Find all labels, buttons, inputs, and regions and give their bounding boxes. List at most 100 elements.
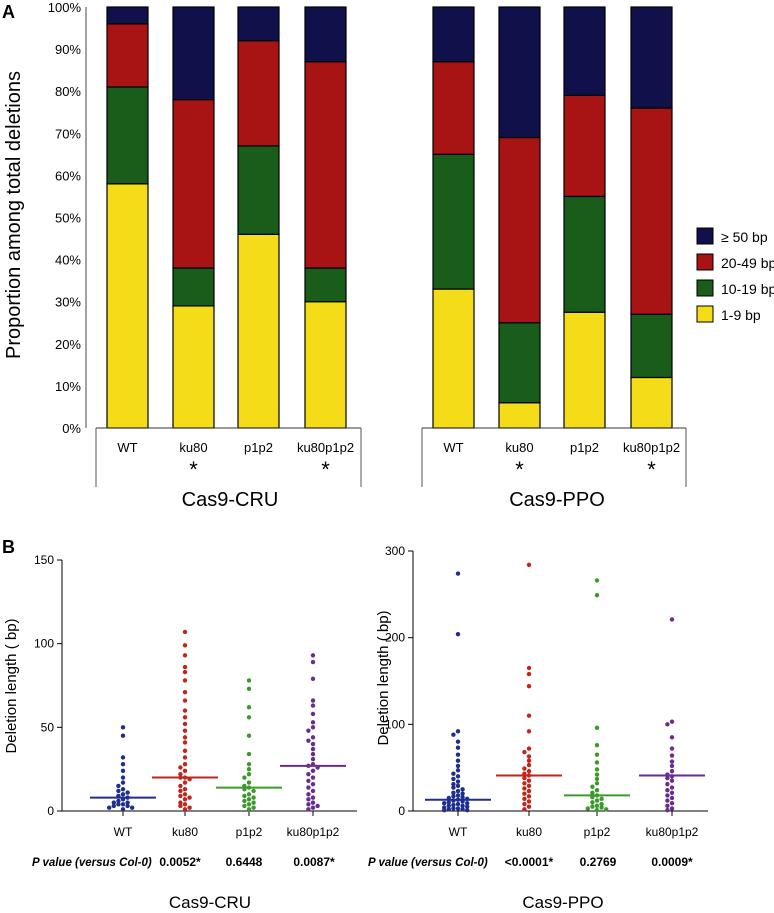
panel-a-group-label-cru: Cas9-CRU <box>182 489 279 511</box>
y-tick-label: 100 <box>385 717 405 731</box>
bar-segment-ku80p1p2-1019bp <box>630 313 673 379</box>
data-point-ku80 <box>526 665 532 671</box>
data-point-ku80p1p2 <box>665 722 670 727</box>
y-tick-label: 150 <box>34 553 54 567</box>
data-point-WT <box>455 768 461 773</box>
bar-segment-p1p2-2049bp <box>237 40 280 147</box>
data-point-WT <box>120 755 126 760</box>
data-point-WT <box>120 787 126 792</box>
data-point-ku80 <box>522 749 527 755</box>
panel-b-group-label-ppo: Cas9-PPO <box>522 893 603 912</box>
data-point-ku80 <box>526 783 532 789</box>
data-point-ku80 <box>182 721 188 727</box>
data-point-p1p2 <box>246 797 252 802</box>
x-tick-label: WT <box>114 825 133 839</box>
data-point-ku80 <box>522 786 527 791</box>
data-point-p1p2 <box>594 725 600 730</box>
data-point-WT <box>116 783 121 789</box>
data-point-WT <box>442 801 447 806</box>
data-point-WT <box>120 768 126 774</box>
data-point-ku80p1p2 <box>310 711 316 717</box>
panel-a-group-label-ppo: Cas9-PPO <box>509 489 605 511</box>
data-point-WT <box>130 805 135 810</box>
data-point-WT <box>451 771 456 776</box>
x-tick-label: p1p2 <box>236 825 263 839</box>
p-value-ku80: 0.0052* <box>159 855 201 869</box>
data-point-ku80p1p2 <box>310 676 316 682</box>
y-tick-label: 50 <box>41 720 55 734</box>
bar-segment-p1p2-50bp <box>563 6 606 97</box>
data-point-ku80p1p2 <box>306 738 311 743</box>
data-point-ku80 <box>182 787 188 792</box>
data-point-ku80 <box>178 803 183 809</box>
data-point-p1p2 <box>594 803 600 808</box>
data-point-p1p2 <box>590 804 595 809</box>
data-point-ku80p1p2 <box>665 788 670 793</box>
data-point-WT <box>120 733 126 738</box>
data-point-ku80 <box>182 653 188 658</box>
data-point-WT <box>455 729 461 734</box>
data-point-ku80 <box>187 805 192 810</box>
bar-segment-p1p2-1019bp <box>237 145 280 235</box>
data-point-WT <box>451 806 456 811</box>
data-point-ku80p1p2 <box>310 720 316 725</box>
data-point-ku80 <box>526 671 532 677</box>
data-point-WT <box>455 763 461 769</box>
data-point-ku80 <box>522 801 527 807</box>
panel-b-ppo-ylabel: Deletion length ( bp) <box>375 610 392 745</box>
data-point-WT <box>120 775 126 780</box>
data-point-WT <box>116 788 121 794</box>
x-tick-label: ku80p1p2 <box>297 440 354 455</box>
data-point-p1p2 <box>599 801 604 807</box>
data-point-WT <box>120 761 126 767</box>
bar-segment-ku80p1p2-2049bp <box>630 107 673 315</box>
data-point-ku80 <box>178 783 183 789</box>
data-point-WT <box>451 776 456 782</box>
data-point-WT <box>460 807 465 812</box>
y-tick-label: 0% <box>62 421 81 436</box>
data-point-ku80 <box>526 778 532 783</box>
data-point-p1p2 <box>604 807 609 812</box>
data-point-ku80p1p2 <box>306 807 311 812</box>
data-point-WT <box>451 802 456 808</box>
x-tick-label: WT <box>449 825 468 839</box>
data-point-p1p2 <box>246 733 252 738</box>
data-point-p1p2 <box>242 793 247 799</box>
data-point-WT <box>451 785 456 790</box>
data-point-WT <box>120 780 126 785</box>
x-tick-label: p1p2 <box>584 825 611 839</box>
data-point-ku80 <box>526 684 532 689</box>
data-point-WT <box>455 801 461 807</box>
data-point-ku80 <box>526 758 532 763</box>
data-point-p1p2 <box>251 805 256 810</box>
data-point-ku80p1p2 <box>310 751 316 757</box>
data-point-ku80 <box>526 762 532 768</box>
data-point-ku80p1p2 <box>310 741 316 747</box>
data-point-ku80p1p2 <box>306 785 311 790</box>
data-point-WT <box>465 804 470 809</box>
data-point-WT <box>116 802 121 807</box>
data-point-WT <box>120 802 126 807</box>
data-point-WT <box>455 779 461 784</box>
data-point-ku80p1p2 <box>310 782 316 787</box>
significance-asterisk: * <box>515 457 524 482</box>
data-point-WT <box>455 632 461 637</box>
data-point-ku80p1p2 <box>665 803 670 808</box>
significance-asterisk: * <box>189 457 198 482</box>
bar-segment-ku80-50bp <box>498 6 541 139</box>
data-point-WT <box>120 807 126 812</box>
data-point-p1p2 <box>246 678 252 683</box>
y-tick-label: 40% <box>55 253 81 268</box>
data-point-ku80p1p2 <box>669 806 675 811</box>
x-tick-label: ku80 <box>505 440 533 455</box>
data-point-WT <box>446 800 451 805</box>
bar-segment-WT-1019bp <box>106 86 149 185</box>
panel-a-y-axis: 0% 10% 20% 30% 40% 50% 60% 70% 80% 90% 100% <box>48 0 82 436</box>
legend-swatch-10-19 <box>696 279 714 297</box>
bar-segment-ku80-1019bp <box>498 322 541 404</box>
data-point-WT <box>455 793 461 798</box>
bar-segment-WT-1019bp <box>432 153 475 290</box>
data-point-ku80 <box>526 794 532 799</box>
